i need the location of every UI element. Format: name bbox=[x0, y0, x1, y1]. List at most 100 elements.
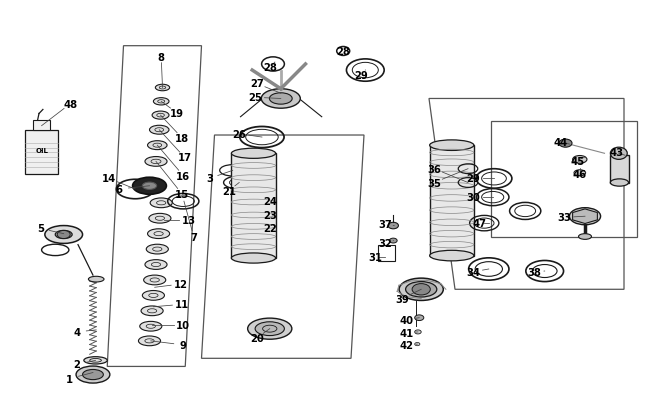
Text: 35: 35 bbox=[427, 178, 441, 188]
Circle shape bbox=[412, 284, 430, 295]
Ellipse shape bbox=[610, 148, 627, 160]
Ellipse shape bbox=[76, 366, 110, 383]
Text: 32: 32 bbox=[378, 239, 392, 249]
Text: 7: 7 bbox=[190, 232, 197, 242]
Text: 4: 4 bbox=[73, 327, 80, 337]
Text: 46: 46 bbox=[573, 170, 587, 180]
Text: 36: 36 bbox=[427, 164, 441, 174]
Text: 28: 28 bbox=[263, 63, 277, 73]
Ellipse shape bbox=[142, 291, 164, 301]
Text: 29: 29 bbox=[354, 71, 368, 81]
Text: 24: 24 bbox=[263, 197, 277, 207]
Ellipse shape bbox=[138, 336, 161, 346]
Text: 25: 25 bbox=[248, 93, 262, 103]
Text: 33: 33 bbox=[557, 213, 571, 223]
Text: 42: 42 bbox=[399, 340, 413, 350]
Ellipse shape bbox=[133, 178, 166, 195]
Text: 38: 38 bbox=[527, 267, 541, 277]
Bar bbox=[25, 130, 58, 175]
Text: 21: 21 bbox=[222, 186, 236, 196]
Bar bbox=[231, 154, 276, 258]
Text: 40: 40 bbox=[399, 315, 413, 325]
Ellipse shape bbox=[399, 279, 443, 301]
Text: 27: 27 bbox=[250, 79, 264, 89]
Ellipse shape bbox=[153, 98, 169, 106]
Text: 45: 45 bbox=[570, 156, 584, 166]
Ellipse shape bbox=[231, 149, 276, 159]
Text: 39: 39 bbox=[395, 294, 409, 304]
Ellipse shape bbox=[140, 322, 162, 331]
Circle shape bbox=[57, 231, 70, 239]
Ellipse shape bbox=[55, 231, 72, 239]
Text: 10: 10 bbox=[176, 320, 190, 330]
Ellipse shape bbox=[146, 245, 168, 254]
Circle shape bbox=[389, 239, 397, 243]
Ellipse shape bbox=[83, 369, 103, 380]
Circle shape bbox=[415, 343, 420, 346]
Text: 14: 14 bbox=[102, 174, 116, 184]
Ellipse shape bbox=[578, 234, 592, 240]
Ellipse shape bbox=[88, 277, 104, 282]
Ellipse shape bbox=[144, 275, 166, 285]
Ellipse shape bbox=[142, 183, 157, 190]
Ellipse shape bbox=[148, 141, 167, 150]
Text: 23: 23 bbox=[263, 211, 277, 220]
Text: 20: 20 bbox=[250, 333, 264, 343]
Ellipse shape bbox=[150, 198, 172, 208]
Ellipse shape bbox=[231, 254, 276, 264]
Ellipse shape bbox=[152, 112, 169, 120]
Ellipse shape bbox=[149, 214, 171, 224]
Text: 37: 37 bbox=[378, 220, 392, 230]
Ellipse shape bbox=[45, 226, 83, 244]
Ellipse shape bbox=[255, 322, 285, 336]
Circle shape bbox=[415, 315, 424, 321]
Ellipse shape bbox=[430, 251, 474, 261]
Text: 22: 22 bbox=[263, 224, 277, 234]
Text: 18: 18 bbox=[175, 134, 189, 143]
Text: 8: 8 bbox=[158, 53, 164, 62]
Circle shape bbox=[415, 330, 421, 334]
Circle shape bbox=[388, 223, 398, 229]
Text: 31: 31 bbox=[369, 252, 383, 262]
Text: 3: 3 bbox=[206, 174, 213, 184]
Bar bbox=[430, 146, 474, 256]
Ellipse shape bbox=[155, 85, 170, 92]
Ellipse shape bbox=[569, 208, 601, 225]
Text: 9: 9 bbox=[180, 340, 187, 350]
Text: 17: 17 bbox=[177, 153, 192, 163]
Ellipse shape bbox=[145, 260, 167, 270]
Ellipse shape bbox=[84, 357, 107, 364]
Text: 26: 26 bbox=[232, 130, 246, 139]
Text: 29: 29 bbox=[466, 174, 480, 184]
Text: 48: 48 bbox=[63, 100, 77, 109]
Ellipse shape bbox=[148, 229, 170, 239]
Text: 12: 12 bbox=[174, 279, 188, 289]
Ellipse shape bbox=[248, 318, 292, 339]
Text: 30: 30 bbox=[466, 193, 480, 202]
Ellipse shape bbox=[406, 282, 437, 297]
Text: 43: 43 bbox=[609, 148, 623, 158]
Text: OIL: OIL bbox=[35, 148, 48, 153]
Text: 15: 15 bbox=[175, 190, 189, 199]
Circle shape bbox=[559, 140, 572, 148]
Text: 11: 11 bbox=[175, 300, 189, 309]
Text: 44: 44 bbox=[553, 138, 567, 147]
Text: 19: 19 bbox=[170, 109, 184, 118]
Text: 47: 47 bbox=[473, 219, 487, 228]
Text: 6: 6 bbox=[116, 185, 122, 194]
Text: 41: 41 bbox=[399, 328, 413, 338]
Polygon shape bbox=[573, 209, 597, 224]
Bar bbox=[378, 246, 395, 261]
Ellipse shape bbox=[261, 90, 300, 109]
Ellipse shape bbox=[430, 141, 474, 151]
Text: 1: 1 bbox=[66, 374, 73, 384]
Bar bbox=[33, 120, 50, 130]
Text: 13: 13 bbox=[181, 216, 196, 226]
Ellipse shape bbox=[574, 171, 586, 177]
Text: 16: 16 bbox=[176, 171, 190, 181]
Text: 5: 5 bbox=[37, 224, 44, 234]
Text: 34: 34 bbox=[466, 267, 480, 277]
Text: 28: 28 bbox=[336, 47, 350, 57]
Ellipse shape bbox=[141, 306, 163, 316]
Ellipse shape bbox=[150, 126, 169, 135]
